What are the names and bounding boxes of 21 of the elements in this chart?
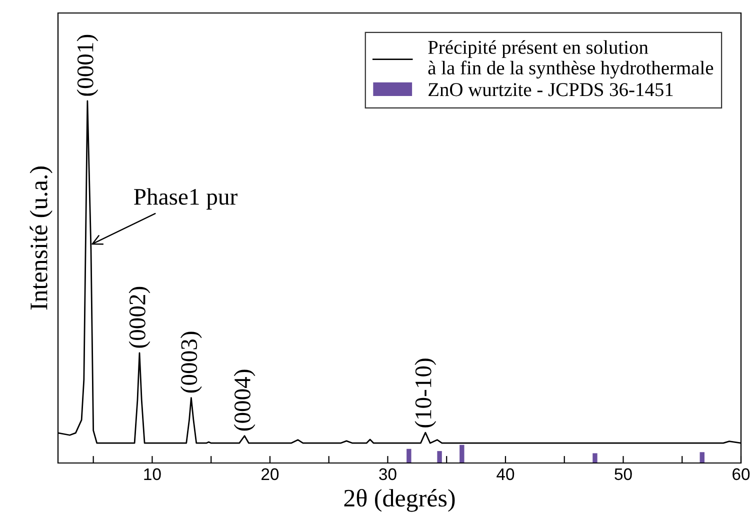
annotation: (0001) [76, 34, 98, 96]
annotation: (0004) [234, 370, 256, 431]
legend-label: Précipité présent en solution à la fin de la synthèse hydrothermale [428, 40, 714, 79]
x-tick-label: 20 [262, 468, 279, 480]
x-tick-label: 60 [732, 468, 750, 480]
x-tick-label: 30 [379, 468, 396, 480]
legend-label: ZnO wurtzite - JCPDS 36-1451 [428, 83, 673, 96]
x-tick-label: 50 [614, 468, 632, 480]
bar [406, 448, 412, 463]
annotation: (0003) [180, 332, 202, 393]
x-tick-label: 10 [144, 468, 161, 480]
bar [592, 453, 598, 463]
y-axis-title: Intensité (u.a.) [30, 166, 52, 310]
bar [437, 451, 442, 463]
x-tick-label: 40 [496, 468, 514, 480]
x-axis-title: 2θ (degrés) [344, 488, 455, 512]
annotation: (0002) [128, 286, 150, 348]
bar [700, 452, 704, 463]
annotation: (10-10) [414, 358, 436, 428]
bar [460, 444, 464, 463]
annotation: Phase1 pur [134, 188, 238, 210]
